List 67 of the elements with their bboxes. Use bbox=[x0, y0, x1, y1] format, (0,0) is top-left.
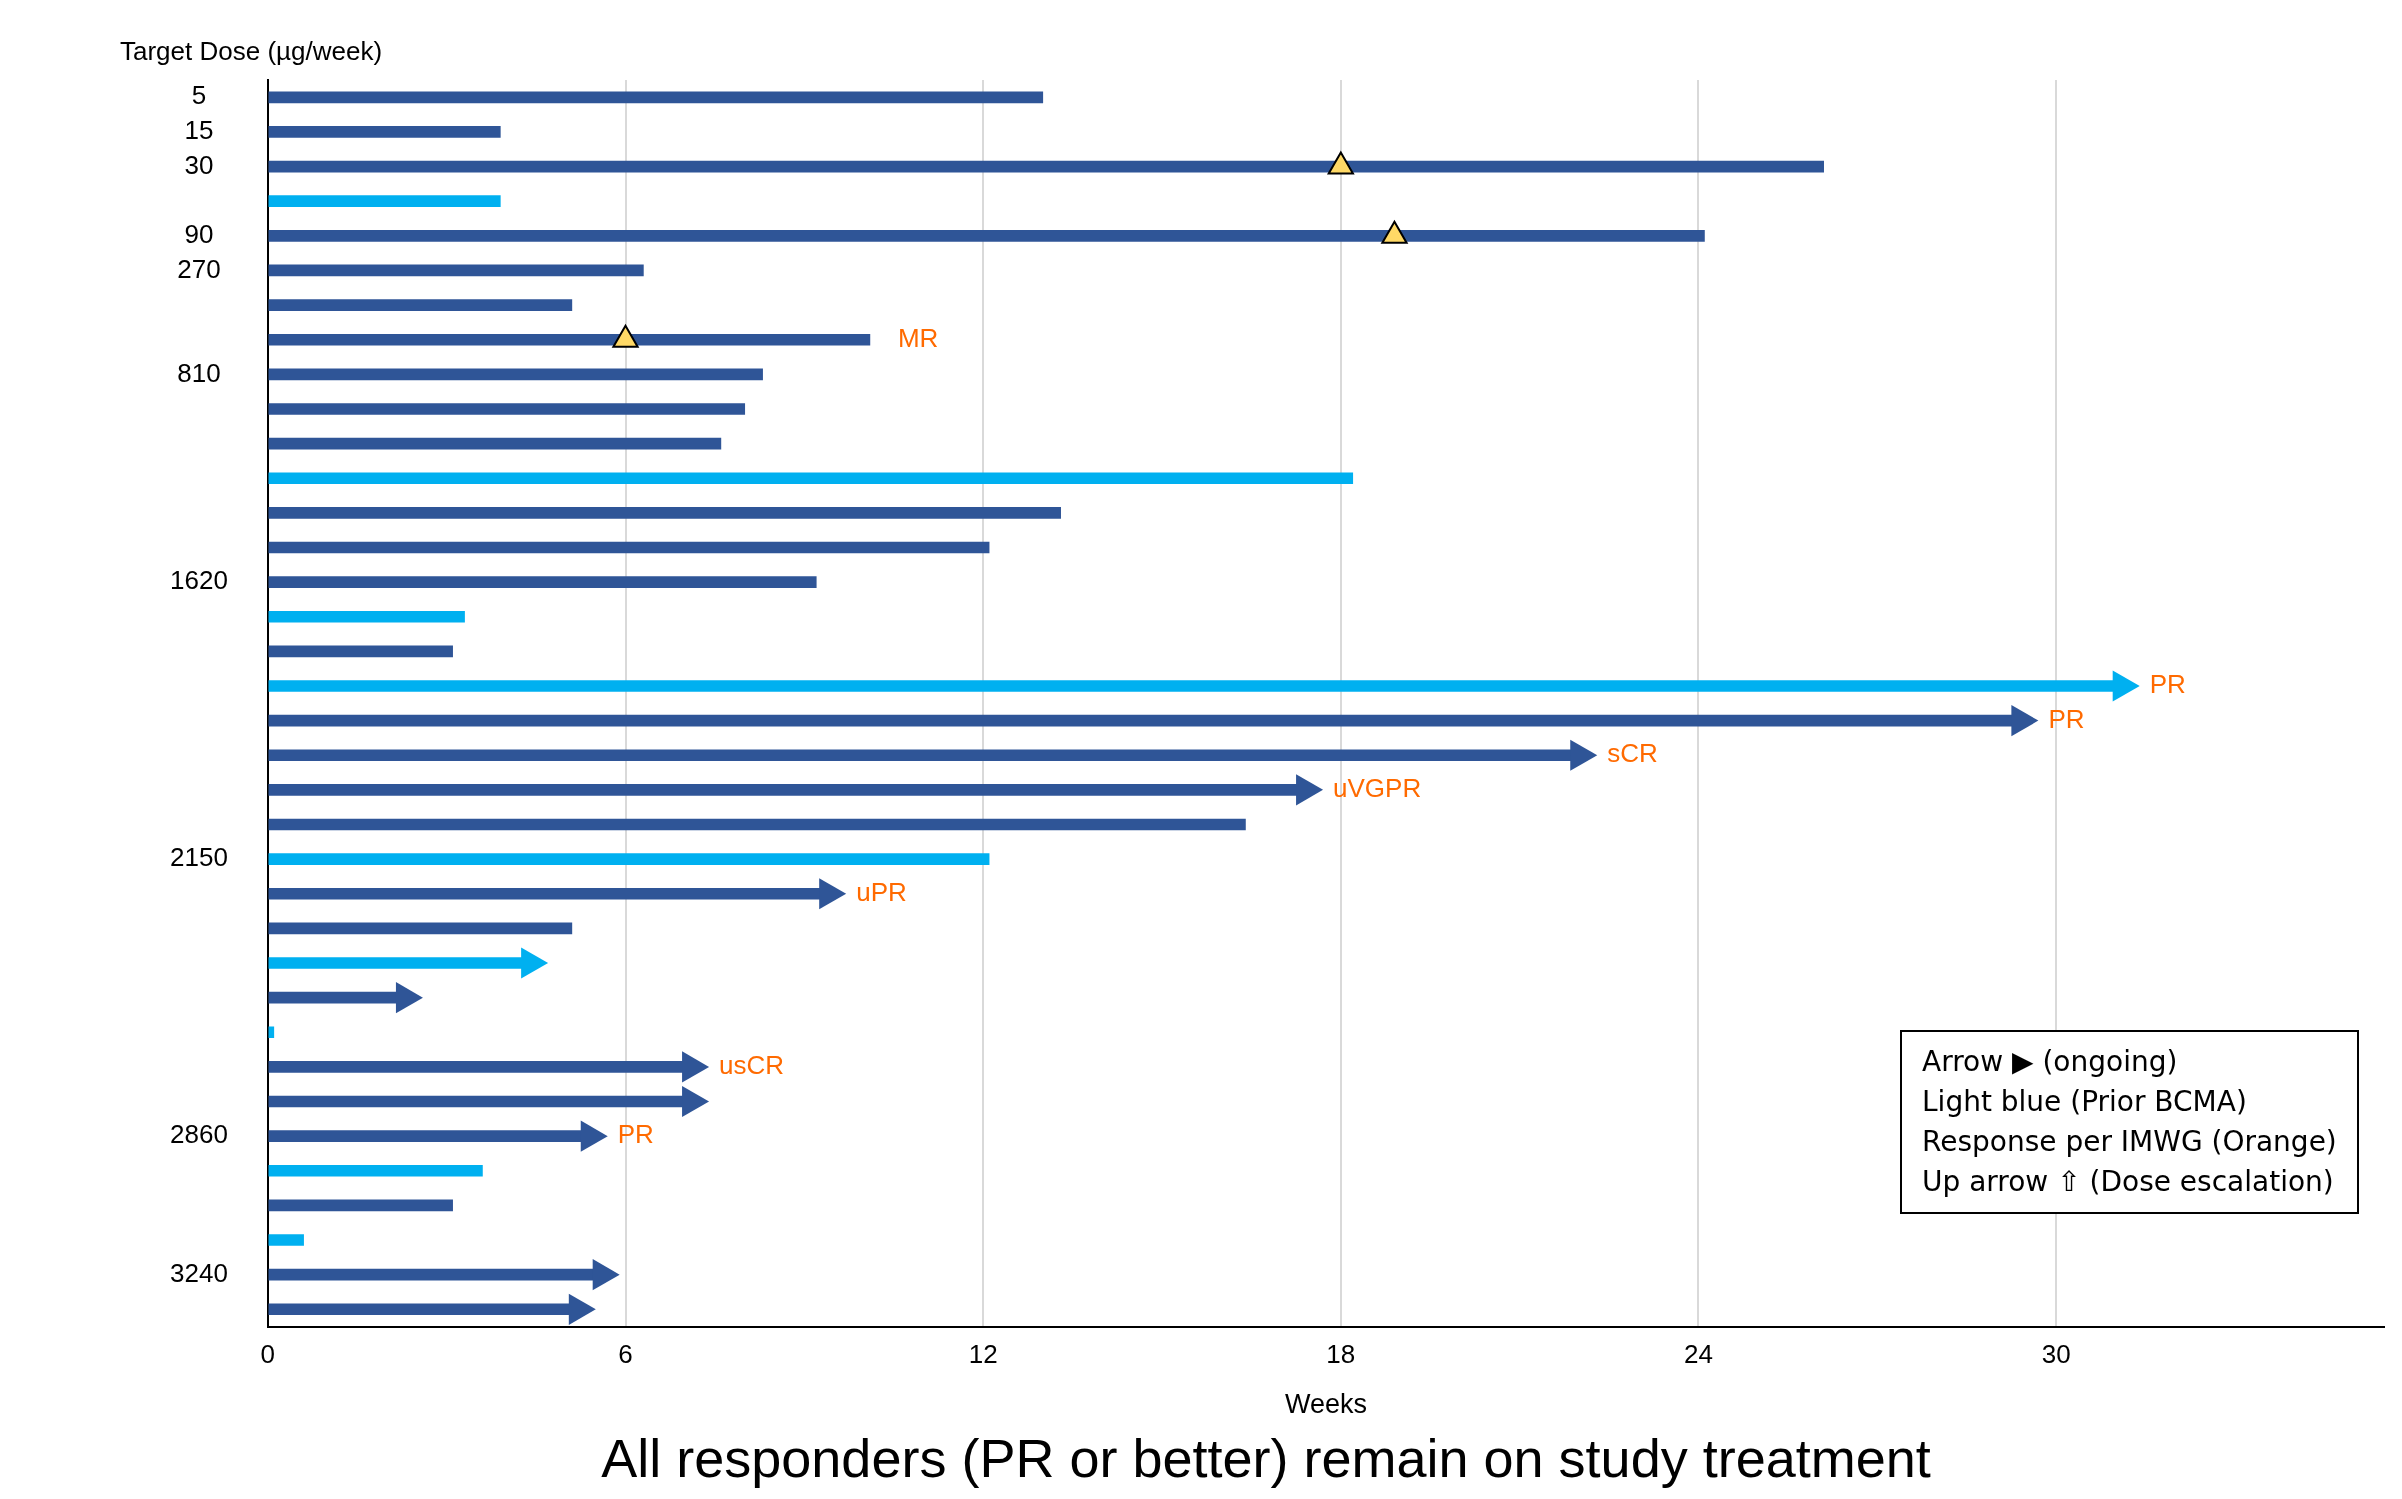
point bbox=[395, 982, 423, 1014]
bar bbox=[268, 1164, 483, 1177]
bar bbox=[268, 160, 1824, 173]
point bbox=[521, 947, 549, 979]
y-tick-label: 30 bbox=[184, 149, 214, 180]
bar bbox=[268, 368, 763, 381]
data-label: PR bbox=[617, 1119, 654, 1150]
bar bbox=[268, 126, 501, 138]
data-label: usCR bbox=[719, 1050, 785, 1081]
data-label: uVGPR bbox=[1333, 773, 1422, 804]
point bbox=[682, 1085, 710, 1118]
y-tick-label: 270 bbox=[177, 253, 221, 284]
y-tick-label: 15 bbox=[184, 115, 214, 146]
point bbox=[682, 1051, 710, 1083]
bar bbox=[268, 645, 453, 658]
x-tick-label: 24 bbox=[1684, 1339, 1713, 1370]
point bbox=[568, 1293, 596, 1325]
y-tick-label: 90 bbox=[184, 219, 214, 249]
x-tick-label: 0 bbox=[260, 1339, 276, 1370]
point bbox=[592, 1259, 620, 1291]
point bbox=[1570, 739, 1598, 771]
bar bbox=[268, 91, 1044, 104]
point bbox=[580, 1120, 608, 1152]
data-label: uPR bbox=[856, 876, 907, 907]
bar bbox=[268, 333, 871, 346]
bar bbox=[268, 610, 465, 623]
bar bbox=[268, 922, 573, 935]
x-tick-label: 12 bbox=[968, 1339, 998, 1370]
y-axis-title: Target Dose (µg/week) bbox=[120, 36, 383, 67]
text: All responders (PR or better) remain on study treatment bbox=[601, 1428, 1931, 1489]
bar bbox=[268, 230, 1705, 242]
y-tick-label: 3240 bbox=[170, 1257, 228, 1288]
bar bbox=[268, 1234, 304, 1246]
bar bbox=[268, 541, 990, 554]
bar bbox=[268, 472, 1354, 485]
point bbox=[1296, 774, 1324, 806]
annotation: Response per IMWG (Orange) bbox=[1922, 1124, 2337, 1160]
y-tick-label: 2150 bbox=[170, 842, 228, 873]
annotation: Up arrow ⇧ (Dose escalation) bbox=[1922, 1164, 2335, 1200]
bar bbox=[268, 507, 1061, 519]
bar bbox=[268, 576, 817, 588]
bar bbox=[268, 1026, 275, 1039]
bar bbox=[268, 264, 644, 277]
point bbox=[2112, 670, 2140, 702]
data-label: PR bbox=[2048, 703, 2085, 734]
x-axis-title: Weeks bbox=[1284, 1389, 1367, 1420]
bar bbox=[268, 403, 746, 415]
data-label: sCR bbox=[1607, 738, 1658, 769]
y-tick-label: 2860 bbox=[170, 1119, 228, 1150]
bar bbox=[268, 818, 1246, 831]
data-label: MR bbox=[897, 322, 939, 353]
bar bbox=[268, 437, 722, 450]
x-tick-label: 6 bbox=[618, 1339, 633, 1370]
y-tick-label: 5 bbox=[191, 80, 207, 111]
y-tick-label: 1620 bbox=[170, 565, 228, 596]
x-tick-label: 30 bbox=[2041, 1339, 2071, 1370]
y-tick-label: 810 bbox=[177, 357, 221, 388]
bar bbox=[268, 853, 990, 865]
bar bbox=[268, 195, 501, 208]
bar bbox=[268, 299, 573, 311]
bar bbox=[268, 1199, 453, 1212]
point bbox=[819, 878, 847, 910]
x-tick-label: 18 bbox=[1326, 1339, 1356, 1370]
data-label: PR bbox=[2149, 669, 2186, 700]
annotation: Light blue (Prior BCMA) bbox=[1922, 1084, 2248, 1120]
point bbox=[2011, 705, 2039, 737]
annotation: Arrow ▶ (ongoing) bbox=[1922, 1044, 2179, 1080]
